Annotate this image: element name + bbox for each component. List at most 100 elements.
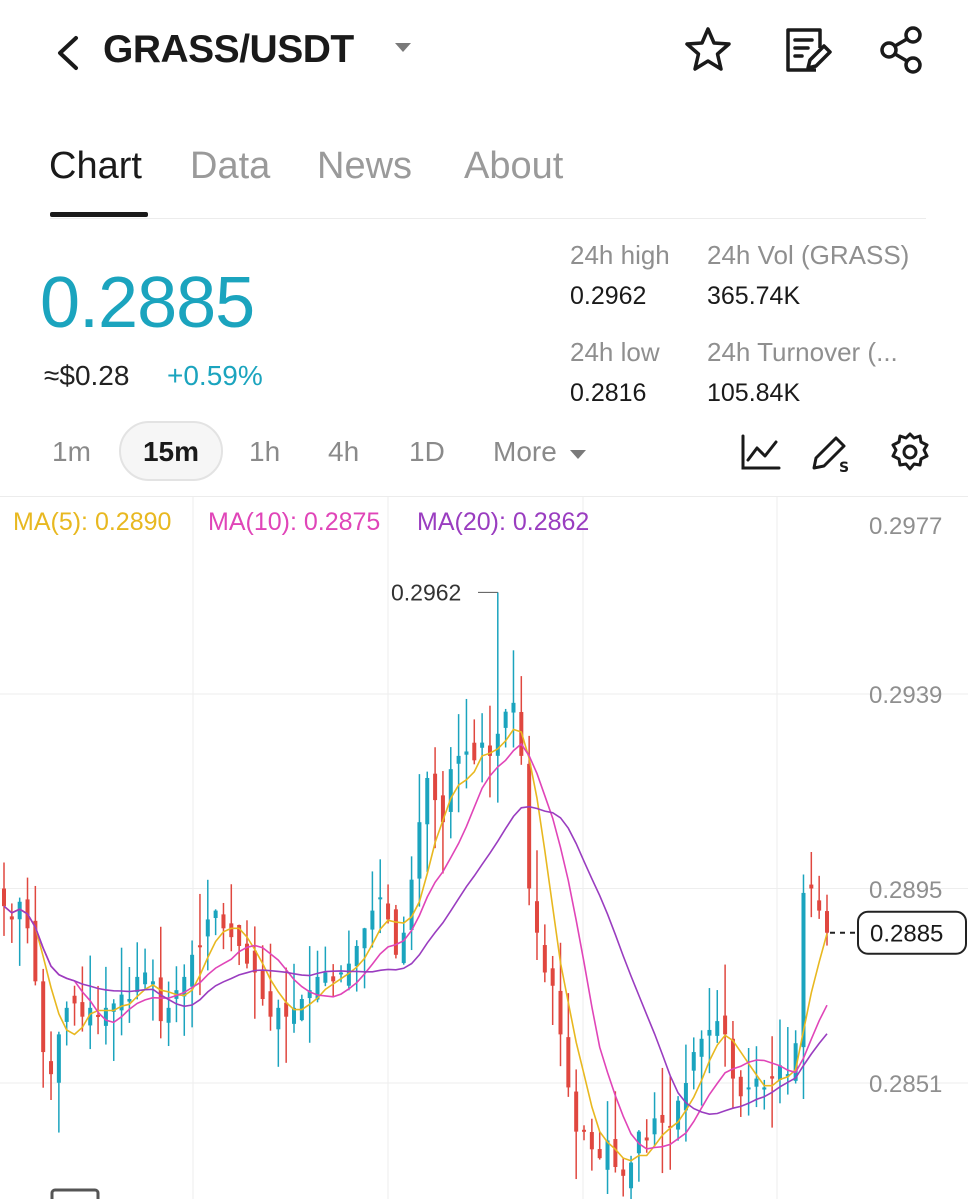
candle-body xyxy=(738,1076,743,1097)
candle-body xyxy=(2,888,6,907)
candle-body xyxy=(158,977,163,1022)
line-chart-icon xyxy=(741,434,781,470)
candle-body xyxy=(817,900,822,911)
star-icon xyxy=(685,27,731,71)
candle-body xyxy=(331,976,336,982)
candle-body xyxy=(613,1139,618,1167)
share-button[interactable] xyxy=(876,24,928,76)
candle-body xyxy=(80,1002,85,1017)
usd-value: ≈$0.28 xyxy=(44,360,130,391)
candle-body xyxy=(88,1007,93,1026)
timeframe-4h[interactable]: 4h xyxy=(328,436,360,467)
notes-button[interactable] xyxy=(780,24,832,76)
candle-body xyxy=(143,972,148,985)
candle-body xyxy=(605,1140,610,1170)
candle-body xyxy=(393,909,398,955)
timeframe-more[interactable]: More xyxy=(493,436,587,468)
tab-divider xyxy=(50,218,926,219)
candle-body xyxy=(64,1007,69,1022)
price-change: +0.59% xyxy=(167,360,263,391)
timeframe-15m[interactable]: 15m xyxy=(119,421,223,481)
candle-body xyxy=(354,945,359,967)
back-button[interactable] xyxy=(50,30,90,76)
high-annotation-label: 0.2962 xyxy=(391,579,461,605)
low-label: 24h low xyxy=(570,337,660,367)
timeframe-1m[interactable]: 1m xyxy=(52,436,91,467)
candle-body xyxy=(213,910,218,918)
candle-body xyxy=(41,981,46,1053)
candle-body xyxy=(683,1083,688,1111)
candle-body xyxy=(221,914,226,929)
candle-body xyxy=(809,884,814,889)
candle-body xyxy=(558,990,563,1035)
candle-body xyxy=(550,968,555,986)
candle-body xyxy=(315,976,320,1000)
ma20-legend: MA(20): 0.2862 xyxy=(417,508,589,537)
draw-button[interactable]: S xyxy=(808,428,852,476)
candle-body xyxy=(9,916,14,920)
candle-body xyxy=(56,1034,61,1083)
share-icon xyxy=(880,26,922,74)
current-price-box xyxy=(857,910,967,955)
candle-body xyxy=(480,742,485,748)
volume-value: 365.74K xyxy=(707,282,801,310)
candle-body xyxy=(417,822,422,879)
candle-body xyxy=(252,950,257,973)
candle-body xyxy=(762,1087,767,1090)
candle-body xyxy=(440,795,445,823)
candle-body xyxy=(574,1091,579,1132)
candle-body xyxy=(135,976,140,993)
indicators-button[interactable] xyxy=(739,428,783,476)
candle-body xyxy=(589,1132,594,1150)
back-chevron-icon xyxy=(58,36,78,70)
candle-body xyxy=(111,1003,116,1012)
candle-body xyxy=(785,1074,790,1077)
candle-body xyxy=(542,945,547,973)
candle-body xyxy=(17,901,22,920)
edit-note-icon xyxy=(786,28,832,72)
settings-button[interactable] xyxy=(888,428,932,476)
tab-data[interactable]: Data xyxy=(190,145,271,187)
candle-body xyxy=(339,972,344,975)
high-value: 0.2962 xyxy=(570,282,647,310)
candle-body xyxy=(409,879,414,931)
candle-body xyxy=(401,932,406,964)
candle-body xyxy=(472,742,477,761)
candle-body xyxy=(448,769,453,812)
candle-body xyxy=(825,911,829,933)
turnover-label: 24h Turnover (... xyxy=(707,337,898,367)
candle-body xyxy=(503,711,508,728)
candle-body xyxy=(770,1076,775,1079)
candle-body xyxy=(801,892,806,1048)
candle-body xyxy=(730,1038,735,1079)
candle-body xyxy=(119,994,124,1011)
caret-down-icon[interactable] xyxy=(393,40,413,59)
candle-body xyxy=(190,954,195,987)
candle-body xyxy=(276,1007,281,1030)
candle-body xyxy=(307,990,312,999)
candle-body xyxy=(723,1015,728,1035)
favorite-button[interactable] xyxy=(682,24,734,76)
timeframe-1d[interactable]: 1D xyxy=(409,436,445,467)
candle-body xyxy=(495,733,500,756)
candle-body xyxy=(715,1021,720,1036)
candle-body xyxy=(72,995,77,1004)
candle-body xyxy=(566,1037,571,1088)
turnover-value: 105.84K xyxy=(707,379,801,407)
active-tab-indicator xyxy=(50,212,148,217)
pair-title[interactable]: GRASS/USDT xyxy=(103,28,354,71)
candle-body xyxy=(652,1118,657,1135)
candle-body xyxy=(691,1052,696,1071)
candle-body xyxy=(746,1087,751,1090)
pencil-draw-icon: S xyxy=(812,436,849,476)
timeframe-1h[interactable]: 1h xyxy=(249,436,281,467)
candlestick-chart[interactable]: 0.2962 0.2977 0.2939 0.2895 0.2851 0.2885 xyxy=(0,497,968,1199)
tab-about[interactable]: About xyxy=(464,145,564,187)
tab-news[interactable]: News xyxy=(317,145,413,187)
y-axis-tick: 0.2939 xyxy=(869,682,942,709)
last-price: 0.2885 xyxy=(40,263,255,343)
candle-body xyxy=(527,763,532,889)
candle-body xyxy=(205,919,210,937)
candle-body xyxy=(386,903,391,920)
tab-chart[interactable]: Chart xyxy=(49,145,142,187)
